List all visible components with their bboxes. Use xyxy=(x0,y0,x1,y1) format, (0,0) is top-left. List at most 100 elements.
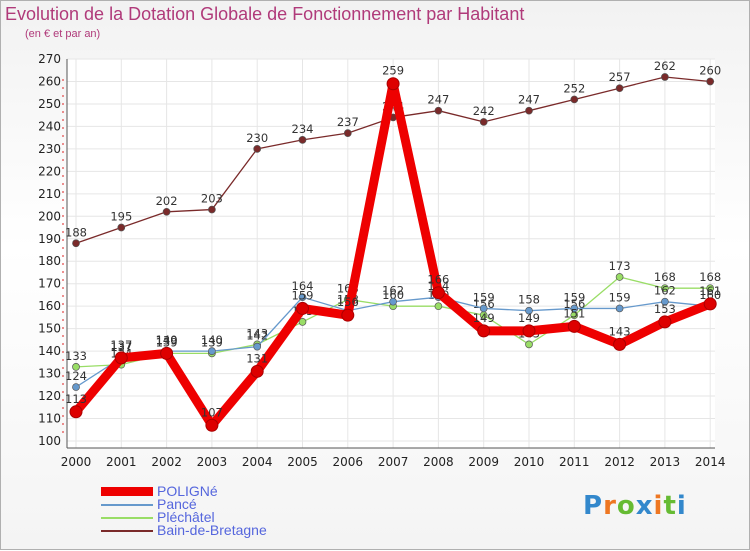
logo-letter: i xyxy=(676,491,687,521)
data-label-bain-de-bretagne: 230 xyxy=(246,131,268,145)
y-tick-label: 250 xyxy=(38,97,61,111)
x-tick-label: 2009 xyxy=(468,455,499,469)
data-label-bain-de-bretagne: 247 xyxy=(427,93,449,107)
legend-label: Bain-de-Bretagne xyxy=(157,522,267,538)
data-point-polign- xyxy=(567,319,581,333)
data-label-panc-: 137 xyxy=(110,340,132,354)
data-label-panc-: 159 xyxy=(563,290,585,304)
x-tick-label: 2013 xyxy=(650,455,681,469)
data-label-bain-de-bretagne: 203 xyxy=(201,192,223,206)
data-label-pl-ch-tel: 133 xyxy=(65,349,87,363)
data-point-polign- xyxy=(477,324,491,338)
data-point-panc- xyxy=(479,304,488,313)
x-tick-label: 2000 xyxy=(61,455,92,469)
x-tick-label: 2002 xyxy=(151,455,182,469)
data-point-bain-de-bretagne xyxy=(479,118,488,126)
proxiti-logo: Proxiti xyxy=(583,491,687,521)
data-label-polign-: 166 xyxy=(427,273,449,287)
data-point-panc- xyxy=(389,297,397,306)
x-tick-label: 2005 xyxy=(287,455,318,469)
data-point-polign- xyxy=(250,364,264,378)
x-tick-label: 2008 xyxy=(423,455,454,469)
data-label-polign-: 113 xyxy=(65,392,87,406)
data-label-polign-: 139 xyxy=(156,333,178,347)
data-point-polign- xyxy=(160,346,174,360)
y-tick-label: 230 xyxy=(38,142,61,156)
y-tick-label: 260 xyxy=(38,74,61,88)
data-point-polign- xyxy=(341,308,355,322)
data-label-polign-: 131 xyxy=(246,351,268,365)
y-tick-label: 110 xyxy=(38,412,61,426)
data-point-bain-de-bretagne xyxy=(253,145,262,153)
data-label-bain-de-bretagne: 257 xyxy=(609,70,631,84)
data-point-pl-ch-tel xyxy=(434,302,443,311)
legend-label: POLIGNé xyxy=(157,483,218,499)
data-point-bain-de-bretagne xyxy=(706,77,715,86)
data-label-panc-: 158 xyxy=(518,293,540,307)
legend-label: Pancé xyxy=(157,496,197,512)
data-label-bain-de-bretagne: 262 xyxy=(654,59,676,73)
data-label-pl-ch-tel: 139 xyxy=(156,335,178,349)
data-label-polign-: 151 xyxy=(563,306,585,320)
data-point-panc- xyxy=(570,304,579,313)
logo-letter: P xyxy=(583,491,604,521)
data-label-bain-de-bretagne: 252 xyxy=(563,81,585,95)
data-label-polign-: 143 xyxy=(609,324,631,338)
data-label-panc-: 142 xyxy=(246,329,268,343)
data-label-panc-: 160 xyxy=(699,288,721,302)
data-point-bain-de-bretagne xyxy=(661,73,669,81)
data-label-pl-ch-tel: 156 xyxy=(563,297,585,311)
x-tick-label: 2004 xyxy=(242,455,273,469)
legend: POLIGNé Pancé Pléchâtel Bain-de-Bretagne xyxy=(101,483,267,538)
y-tick-label: 210 xyxy=(38,187,61,201)
legend-item-pance: Pancé xyxy=(101,496,267,512)
y-tick-label: 190 xyxy=(38,232,61,246)
data-label-polign-: 153 xyxy=(654,302,676,316)
x-tick-label: 2014 xyxy=(695,455,726,469)
data-point-polign- xyxy=(522,324,536,338)
legend-swatch xyxy=(101,487,153,496)
data-point-bain-de-bretagne xyxy=(298,136,307,144)
data-point-polign- xyxy=(205,418,219,432)
data-point-bain-de-bretagne xyxy=(162,207,171,216)
data-label-panc-: 164 xyxy=(292,279,314,293)
data-point-polign- xyxy=(613,337,627,351)
logo-letter: i xyxy=(653,491,664,521)
data-label-bain-de-bretagne: 260 xyxy=(699,63,721,77)
y-tick-label: 160 xyxy=(38,299,61,313)
data-point-panc- xyxy=(253,342,262,351)
x-tick-label: 2006 xyxy=(333,455,364,469)
x-tick-label: 2012 xyxy=(604,455,635,469)
data-label-bain-de-bretagne: 247 xyxy=(518,93,540,107)
data-label-panc-: 140 xyxy=(201,333,223,347)
data-point-polign- xyxy=(69,405,83,419)
x-tick-label: 2011 xyxy=(559,455,590,469)
data-label-bain-de-bretagne: 202 xyxy=(156,194,178,208)
data-point-pl-ch-tel xyxy=(298,318,307,326)
y-tick-label: 200 xyxy=(38,209,61,223)
data-point-polign- xyxy=(386,77,400,91)
legend-swatch xyxy=(101,503,153,506)
data-point-pl-ch-tel xyxy=(72,362,80,371)
data-point-polign- xyxy=(658,315,672,329)
data-point-bain-de-bretagne xyxy=(525,106,533,115)
data-label-polign-: 159 xyxy=(292,288,314,302)
data-label-pl-ch-tel: 160 xyxy=(382,288,404,302)
y-tick-label: 130 xyxy=(38,367,61,381)
data-label-polign-: 161 xyxy=(699,284,721,298)
data-point-polign- xyxy=(114,351,128,365)
data-point-bain-de-bretagne xyxy=(343,129,352,138)
data-label-polign-: 137 xyxy=(110,338,132,352)
y-tick-label: 140 xyxy=(38,344,61,358)
data-label-panc-: 162 xyxy=(382,284,404,298)
y-tick-label: 220 xyxy=(38,164,61,178)
y-tick-label: 120 xyxy=(38,389,61,403)
data-label-polign-: 107 xyxy=(201,405,223,419)
data-point-bain-de-bretagne xyxy=(434,106,443,115)
data-label-panc-: 162 xyxy=(654,284,676,298)
data-point-panc- xyxy=(615,304,624,313)
y-tick-label: 170 xyxy=(38,277,61,291)
data-point-pl-ch-tel xyxy=(661,284,669,293)
